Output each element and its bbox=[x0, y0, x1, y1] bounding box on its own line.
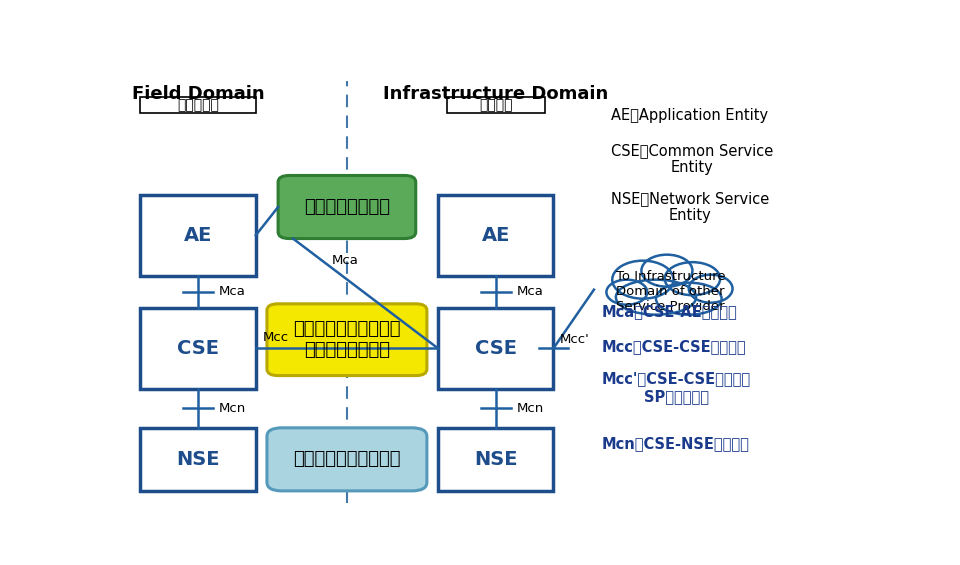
FancyBboxPatch shape bbox=[267, 428, 427, 491]
Text: Mcc'：CSE-CSE（異なる
SP）間参照点: Mcc'：CSE-CSE（異なる SP）間参照点 bbox=[602, 371, 752, 404]
Text: ネットワークサービス: ネットワークサービス bbox=[293, 450, 400, 468]
Text: Mca: Mca bbox=[219, 285, 246, 298]
Text: サーバ側: サーバ側 bbox=[479, 98, 513, 112]
Ellipse shape bbox=[607, 280, 647, 305]
Text: Mca：CSE-AE間参照点: Mca：CSE-AE間参照点 bbox=[602, 304, 738, 319]
FancyBboxPatch shape bbox=[267, 304, 427, 376]
Ellipse shape bbox=[664, 262, 720, 295]
Text: Mcn: Mcn bbox=[219, 402, 246, 415]
FancyBboxPatch shape bbox=[278, 176, 416, 238]
Bar bbox=[438, 308, 553, 389]
Text: CSE: CSE bbox=[177, 339, 219, 358]
Bar bbox=[438, 195, 553, 276]
Bar bbox=[140, 308, 255, 389]
Text: NSE：Network Service
Entity: NSE：Network Service Entity bbox=[611, 191, 769, 223]
Text: NSE: NSE bbox=[177, 450, 220, 469]
Text: Mcn：CSE-NSE間参照点: Mcn：CSE-NSE間参照点 bbox=[602, 437, 750, 451]
Bar bbox=[438, 428, 553, 491]
Text: Mca: Mca bbox=[332, 254, 359, 267]
Text: 共通プラットフォーム
（ミドルウェア）: 共通プラットフォーム （ミドルウェア） bbox=[293, 320, 400, 359]
Text: NSE: NSE bbox=[474, 450, 517, 469]
Ellipse shape bbox=[688, 275, 732, 303]
Text: Field Domain: Field Domain bbox=[132, 85, 264, 103]
Text: アプリケーション: アプリケーション bbox=[304, 198, 390, 216]
Text: To Infrastructure
Domain of other
Service Provider: To Infrastructure Domain of other Servic… bbox=[615, 270, 726, 314]
Bar bbox=[140, 428, 255, 491]
FancyBboxPatch shape bbox=[446, 97, 545, 114]
Text: Infrastructure Domain: Infrastructure Domain bbox=[383, 85, 609, 103]
Bar bbox=[140, 195, 255, 276]
Text: Mcc': Mcc' bbox=[560, 333, 589, 346]
Text: デバイス側: デバイス側 bbox=[178, 98, 219, 112]
FancyBboxPatch shape bbox=[140, 97, 256, 114]
Text: AE：Application Entity: AE：Application Entity bbox=[611, 108, 768, 123]
Text: Mcc：CSE-CSE間参照点: Mcc：CSE-CSE間参照点 bbox=[602, 339, 747, 354]
Ellipse shape bbox=[641, 255, 692, 286]
Text: Mcn: Mcn bbox=[516, 402, 543, 415]
Text: CSE：Common Service
Entity: CSE：Common Service Entity bbox=[611, 143, 774, 175]
Text: AE: AE bbox=[184, 226, 212, 245]
Text: Mcc: Mcc bbox=[263, 331, 289, 344]
Text: AE: AE bbox=[482, 226, 510, 245]
Ellipse shape bbox=[656, 282, 722, 315]
Ellipse shape bbox=[612, 260, 674, 299]
Text: Mca: Mca bbox=[516, 285, 543, 298]
Text: CSE: CSE bbox=[474, 339, 516, 358]
Ellipse shape bbox=[616, 280, 696, 315]
